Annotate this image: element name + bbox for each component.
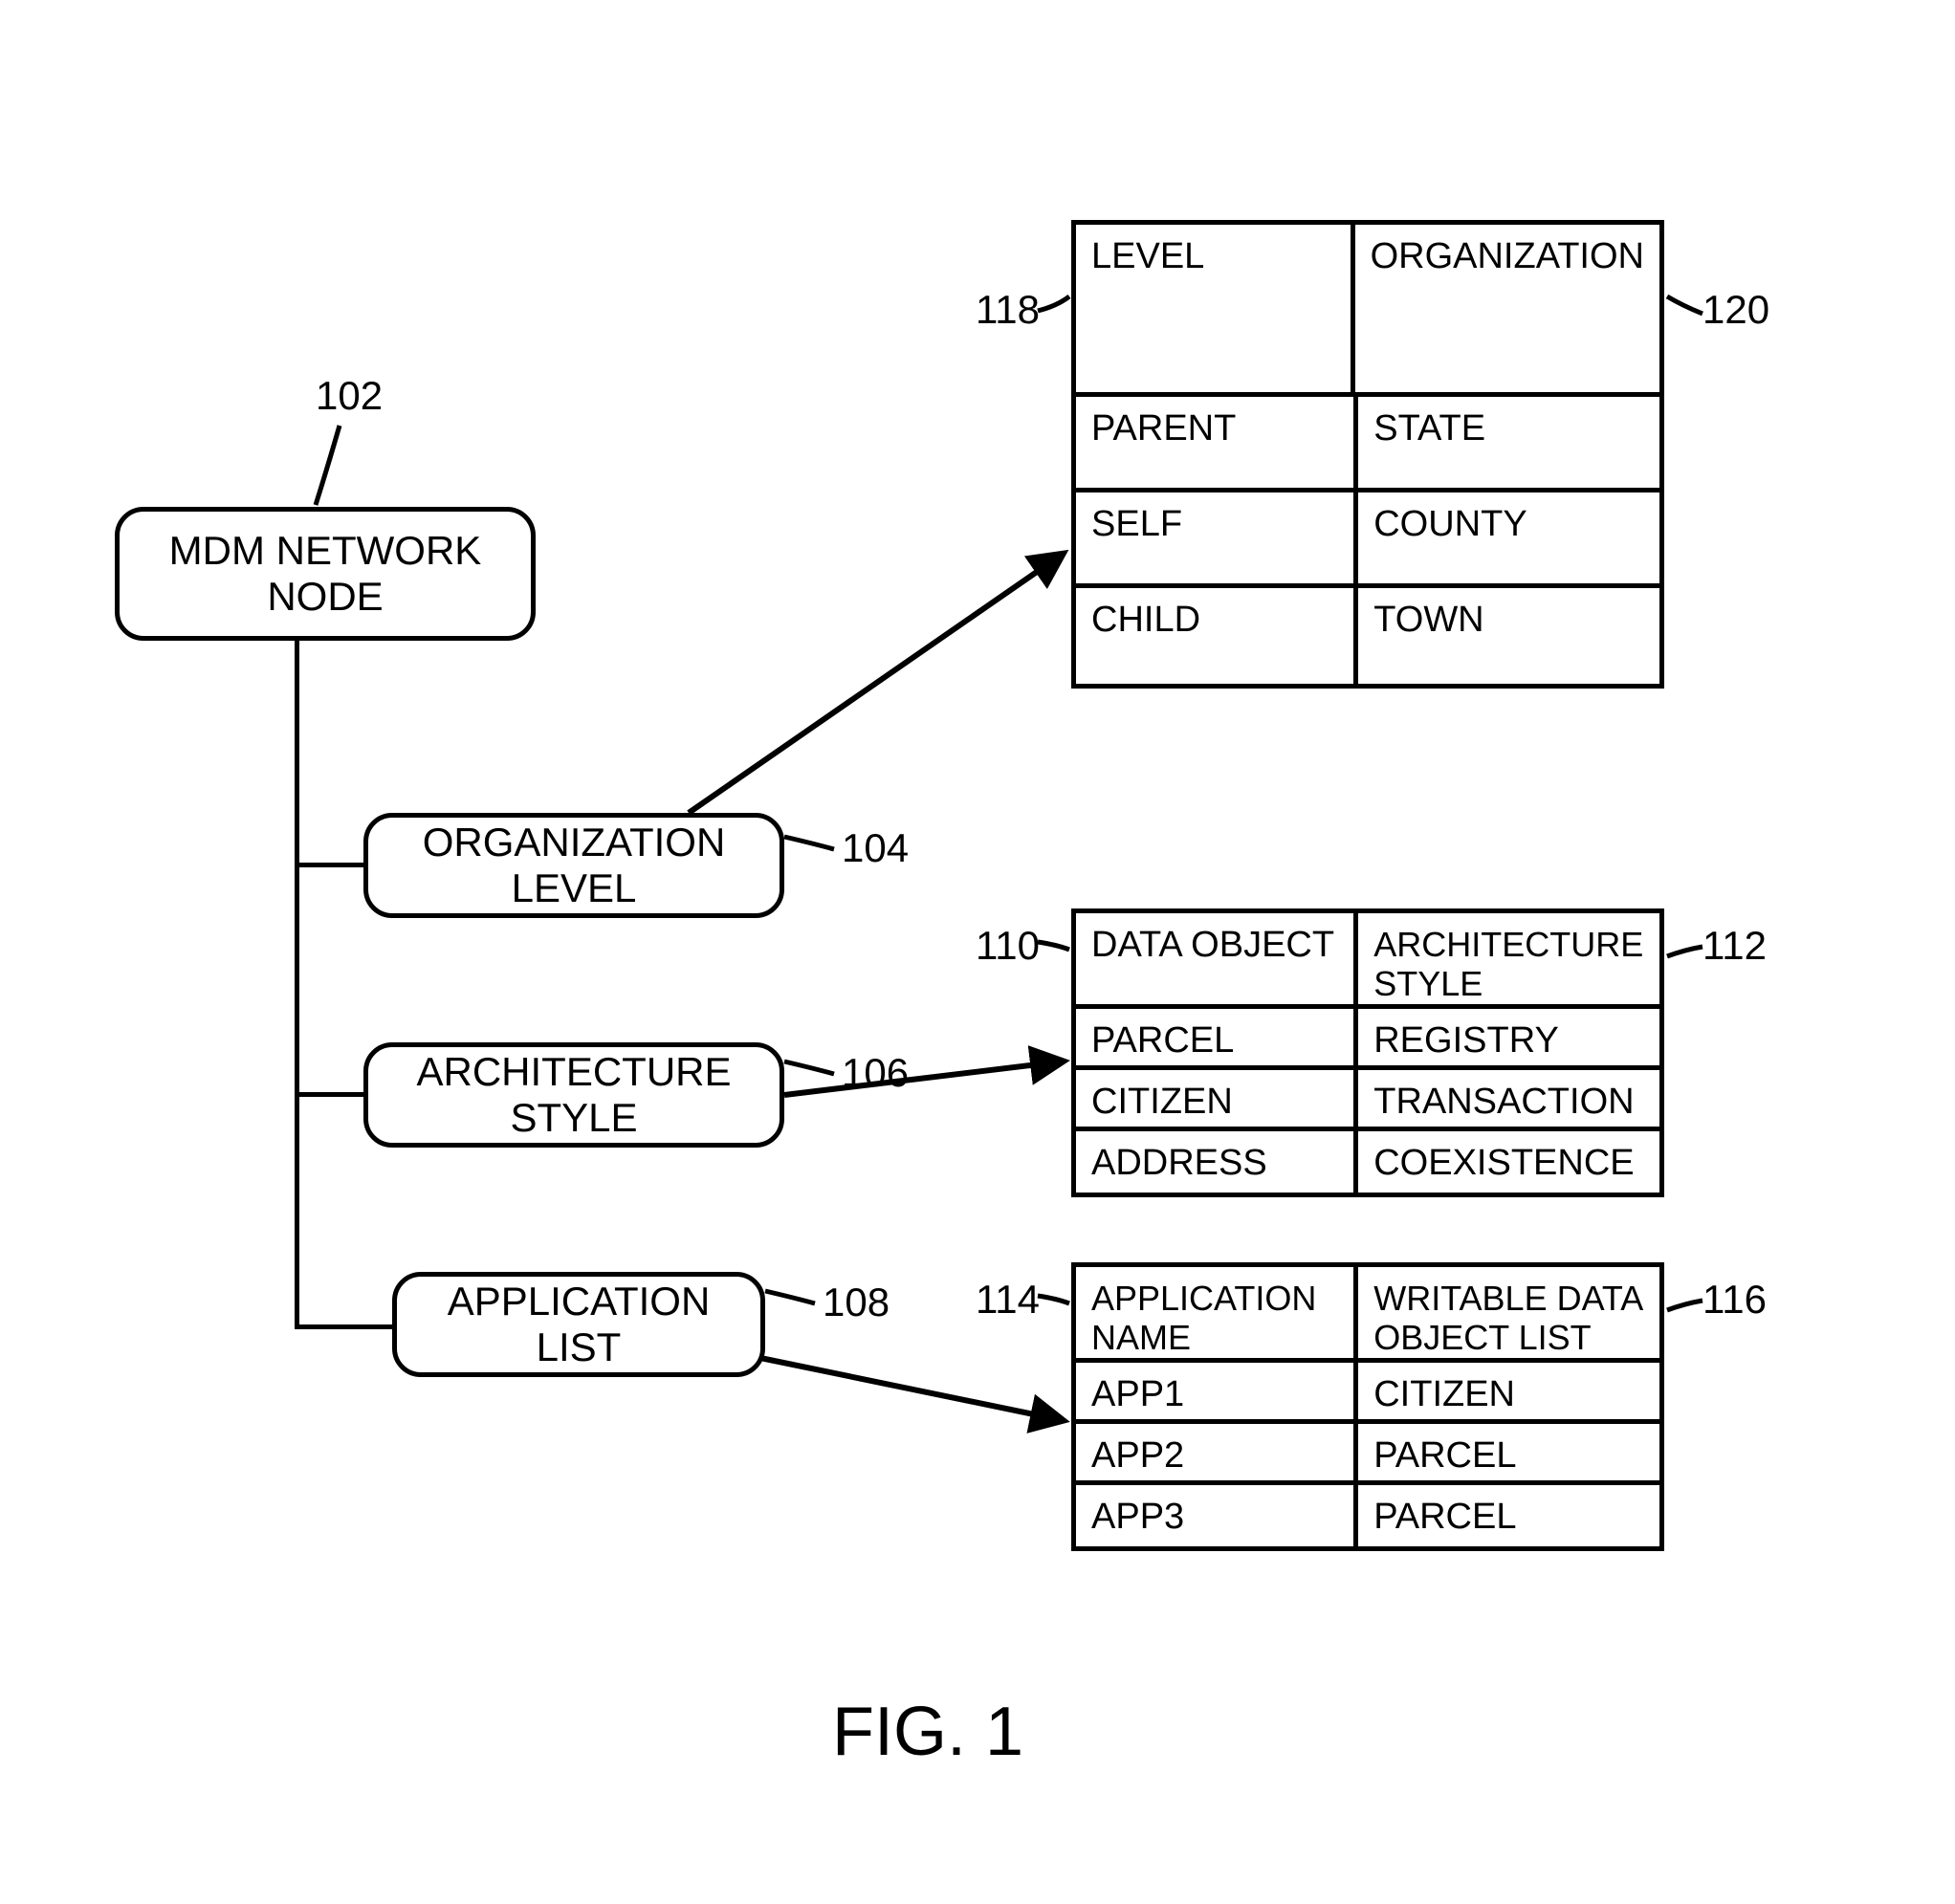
app-row1-right: PARCEL xyxy=(1358,1424,1659,1480)
app-row2-left: APP3 xyxy=(1076,1485,1358,1546)
table-row: APP2 PARCEL xyxy=(1076,1424,1659,1485)
table-row: APP3 PARCEL xyxy=(1076,1485,1659,1546)
app-row2-right: PARCEL xyxy=(1358,1485,1659,1546)
diagram-container: MDM NETWORK NODE 102 ORGANIZATION LEVEL … xyxy=(96,143,1859,1769)
figure-title: FIG. 1 xyxy=(832,1693,1023,1771)
leader-116 xyxy=(96,143,1817,1387)
app-row1-left: APP2 xyxy=(1076,1424,1358,1480)
